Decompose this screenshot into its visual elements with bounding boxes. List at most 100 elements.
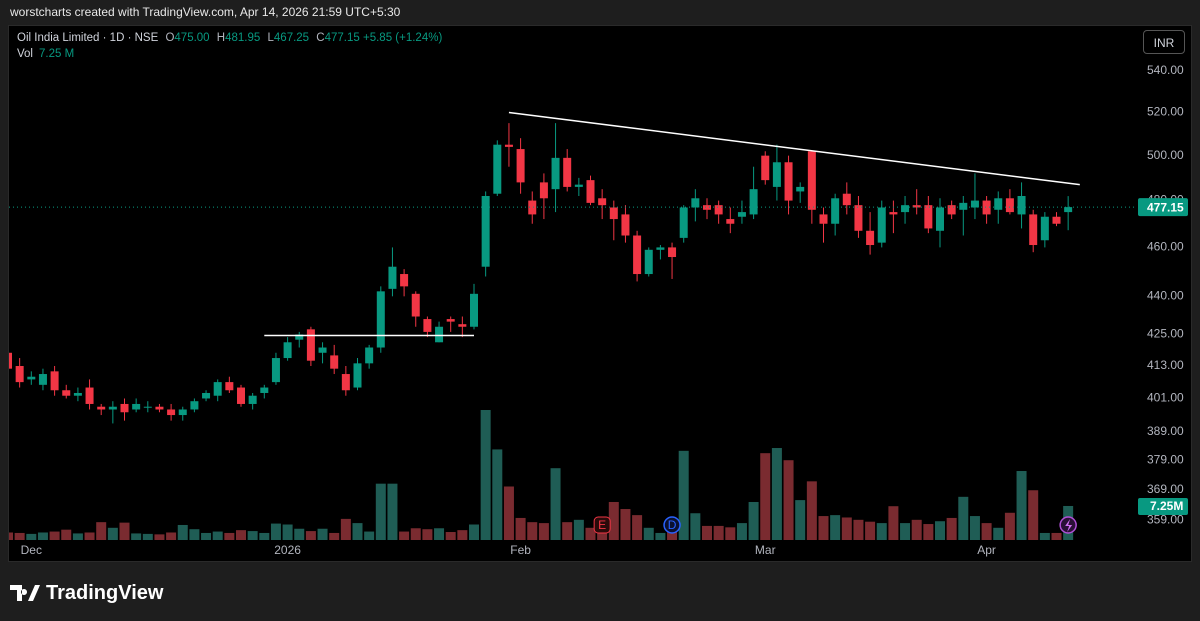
volume-bar — [469, 524, 479, 540]
volume-bar — [923, 524, 934, 540]
volume-bar — [1016, 471, 1027, 540]
candle-body — [621, 214, 630, 236]
candle-body — [353, 363, 362, 388]
volume-bar — [527, 522, 538, 540]
volume-bar — [84, 532, 95, 540]
price-axis: 540.00520.00500.00480.00460.00440.00425.… — [21, 63, 1188, 557]
volume-bar — [317, 528, 328, 540]
volume-bar — [236, 530, 246, 540]
y-tick-label: 460.00 — [1147, 240, 1184, 254]
x-tick-label: Dec — [21, 543, 42, 557]
candle-body — [260, 387, 269, 393]
candle-body — [470, 293, 478, 327]
y-tick-label: 500.00 — [1147, 148, 1184, 162]
volume-bar — [771, 448, 782, 540]
last-price-label: 477.15 — [1147, 200, 1184, 214]
candle-body — [947, 205, 956, 215]
volume-bar — [958, 496, 969, 540]
volume-bar — [573, 519, 584, 540]
logo: TradingView — [10, 580, 163, 606]
candle-body — [202, 392, 211, 399]
volume-bar — [632, 515, 643, 540]
candle-body — [143, 406, 152, 408]
volume-bar — [166, 532, 177, 540]
volume-bar — [212, 531, 223, 540]
candle-body — [936, 207, 944, 231]
volume-bar — [655, 532, 666, 540]
candle-body — [493, 144, 502, 194]
candle-body — [842, 193, 851, 206]
open-label: O — [165, 32, 175, 44]
volume-bar — [375, 483, 386, 540]
y-tick-label: 440.00 — [1147, 288, 1184, 302]
volume-bar — [725, 527, 736, 540]
volume-bar — [96, 522, 107, 540]
volume-bar — [399, 531, 410, 540]
volume-bar — [503, 486, 514, 540]
candle-body — [330, 355, 339, 369]
logo-text: TradingView — [46, 581, 164, 604]
volume-bar — [154, 534, 165, 540]
logo-icon — [10, 585, 40, 601]
candle-body — [633, 235, 642, 275]
candle-body — [167, 409, 176, 416]
candle-body — [237, 387, 245, 404]
volume-bar — [585, 527, 596, 540]
volume-bar — [876, 523, 887, 540]
last-price-box — [1138, 198, 1188, 217]
event-label: E — [598, 518, 606, 532]
candle-body — [213, 382, 222, 396]
volume-bar — [736, 523, 747, 540]
candle-body — [668, 247, 677, 258]
volume-bar — [131, 533, 142, 540]
candle-body — [376, 291, 385, 348]
y-tick-label: 540.00 — [1147, 63, 1184, 77]
candle-body — [796, 186, 805, 192]
candle-body — [644, 249, 653, 275]
volume-bar — [422, 529, 433, 540]
alert-icon-bolt — [1065, 519, 1073, 532]
candle-body — [85, 387, 94, 404]
candle-body — [854, 205, 863, 231]
candle-body — [912, 205, 921, 208]
volume-bar — [49, 531, 60, 540]
volume-bar — [294, 528, 305, 540]
y-tick-label: 413.00 — [1147, 358, 1184, 372]
volume-bar — [993, 527, 1004, 540]
candle-body — [1040, 216, 1049, 241]
volume-label: 7.25M — [1150, 499, 1183, 513]
chart-panel — [8, 25, 1192, 562]
candle-body — [970, 200, 979, 208]
volume-bar — [538, 523, 549, 540]
candle-body — [749, 189, 758, 215]
y-tick-label: 401.00 — [1147, 391, 1184, 405]
candle-body — [388, 266, 397, 289]
candle-body — [50, 371, 59, 391]
y-tick-label: 369.00 — [1147, 482, 1184, 496]
candle-body — [982, 200, 991, 215]
candle-body — [248, 395, 257, 404]
candle-body — [924, 205, 933, 229]
volume-bar — [515, 517, 526, 540]
vol-value: 7.25 M — [39, 48, 75, 60]
candle-body — [318, 347, 327, 353]
volume-box — [1138, 497, 1188, 515]
candle-body — [446, 319, 455, 322]
candle-body — [62, 390, 71, 396]
low-value: 467.25 — [273, 32, 310, 44]
volume-bar — [713, 525, 724, 540]
candle-body — [761, 155, 770, 181]
currency-button[interactable]: INR — [1143, 30, 1185, 54]
candle-body — [889, 212, 898, 215]
volume-bar — [387, 483, 398, 540]
volume-bar — [900, 523, 911, 540]
candle-body — [458, 324, 467, 327]
candle-body — [784, 162, 793, 201]
volume-bar — [37, 532, 48, 540]
x-tick-label: Mar — [755, 543, 776, 557]
high-value: 481.95 — [225, 32, 261, 44]
candle-body — [819, 214, 828, 224]
symbol: Oil India Limited · 1D · NSE — [17, 32, 159, 44]
candle-body — [737, 212, 746, 217]
